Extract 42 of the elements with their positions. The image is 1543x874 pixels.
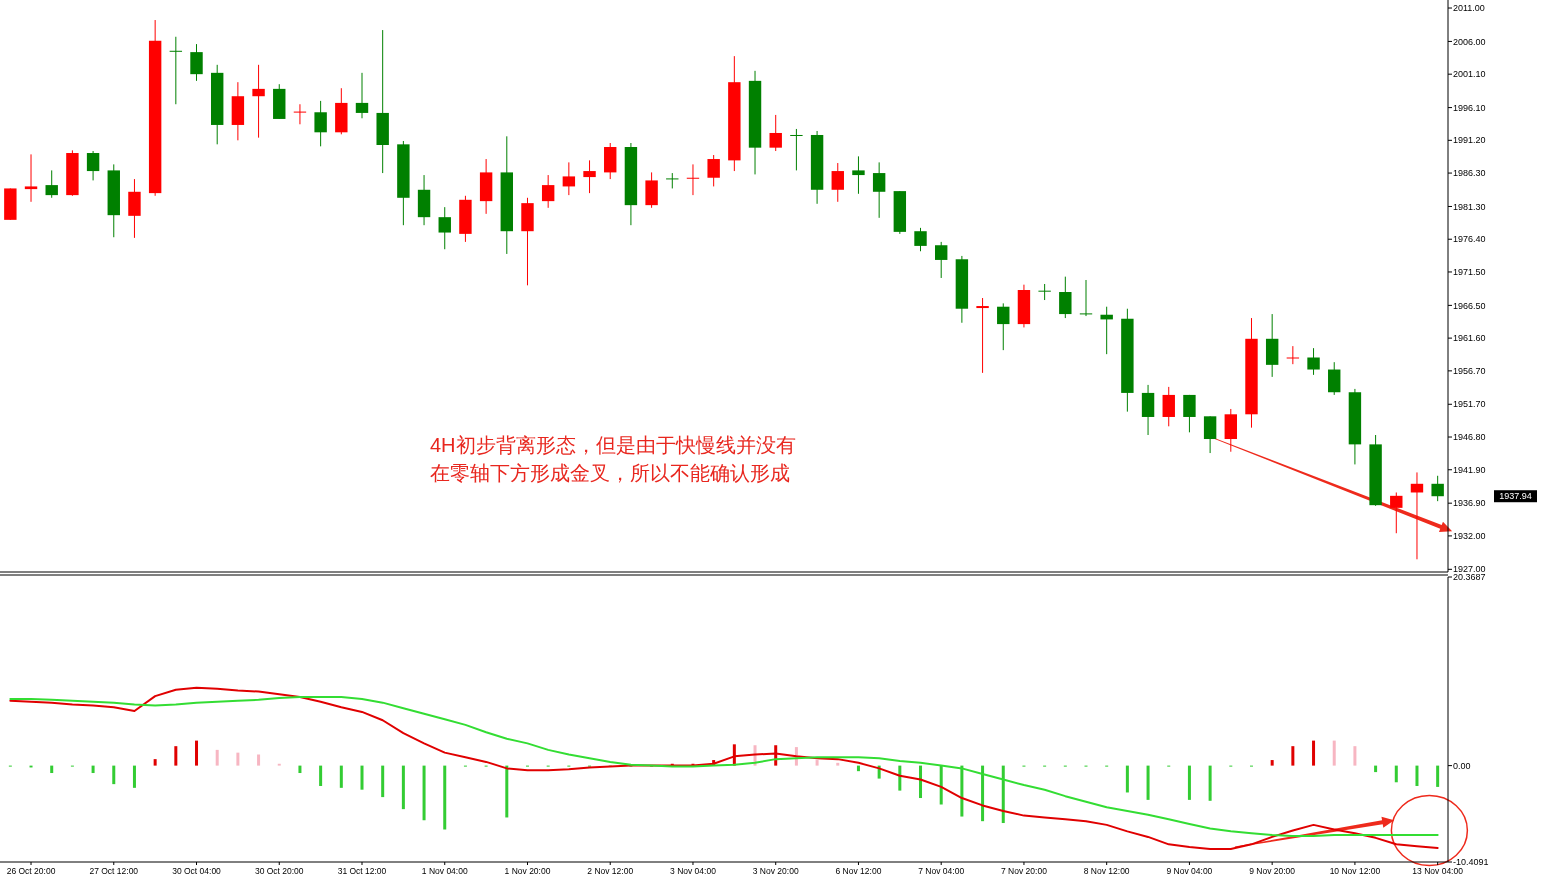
y-tick-label: 1986.30 <box>1453 168 1486 179</box>
y-tick-label: 2006.00 <box>1453 36 1486 47</box>
x-tick-label: 3 Nov 20:00 <box>752 865 799 874</box>
y-tick-label: 2011.00 <box>1453 3 1485 14</box>
y-tick-label: 1946.80 <box>1453 432 1486 443</box>
y-tick-label: 1941.90 <box>1453 464 1486 475</box>
x-tick-label: 10 Nov 12:00 <box>1329 865 1381 874</box>
x-tick-label: 9 Nov 04:00 <box>1166 865 1213 874</box>
x-tick-label: 7 Nov 04:00 <box>918 865 965 874</box>
x-tick-label: 31 Oct 12:00 <box>337 865 387 874</box>
x-tick-label: 26 Oct 20:00 <box>6 865 56 874</box>
x-tick-label: 7 Nov 20:00 <box>1001 865 1048 874</box>
x-tick-label: 30 Oct 20:00 <box>254 865 304 874</box>
y-tick-label: 1966.50 <box>1453 300 1486 311</box>
x-tick-label: 9 Nov 20:00 <box>1249 865 1296 874</box>
y-tick-label: 1971.50 <box>1453 267 1486 278</box>
y-tick-label: 1927.00 <box>1453 564 1486 575</box>
x-tick-label: 1 Nov 20:00 <box>504 865 551 874</box>
x-tick-label: 27 Oct 12:00 <box>89 865 139 874</box>
y-tick-label: 1991.20 <box>1453 135 1486 146</box>
x-tick-label: 2 Nov 12:00 <box>587 865 634 874</box>
y-tick-label: 1951.70 <box>1453 399 1486 410</box>
y-tick-label: 1981.30 <box>1453 201 1486 212</box>
x-tick-label: 3 Nov 04:00 <box>670 865 717 874</box>
y-tick-label: 1976.40 <box>1453 234 1486 245</box>
x-tick-label: 30 Oct 04:00 <box>172 865 222 874</box>
y-tick-label: 1996.10 <box>1453 102 1486 113</box>
y-tick-label: 1932.00 <box>1453 531 1486 542</box>
y-tick-label: 1936.90 <box>1453 498 1486 509</box>
x-tick-label: 8 Nov 12:00 <box>1083 865 1130 874</box>
y-tick-label: 0.00 <box>1453 760 1471 771</box>
text: 1937.94 <box>1499 491 1532 502</box>
y-tick-label: 20.3687 <box>1453 572 1486 583</box>
x-tick-label: 6 Nov 12:00 <box>835 865 882 874</box>
y-tick-label: 1961.60 <box>1453 333 1486 344</box>
annotation: 在零轴下方形成金叉，所以不能确认形成 <box>430 462 790 484</box>
x-tick-label: 13 Nov 04:00 <box>1412 865 1464 874</box>
y-tick-label: 1956.70 <box>1453 366 1486 377</box>
x-tick-label: 1 Nov 04:00 <box>421 865 468 874</box>
y-tick-label: 2001.10 <box>1453 69 1486 80</box>
y-tick-label: -10.4091 <box>1453 857 1489 868</box>
annotation: 4H初步背离形态，但是由于快慢线并没有 <box>430 434 796 456</box>
